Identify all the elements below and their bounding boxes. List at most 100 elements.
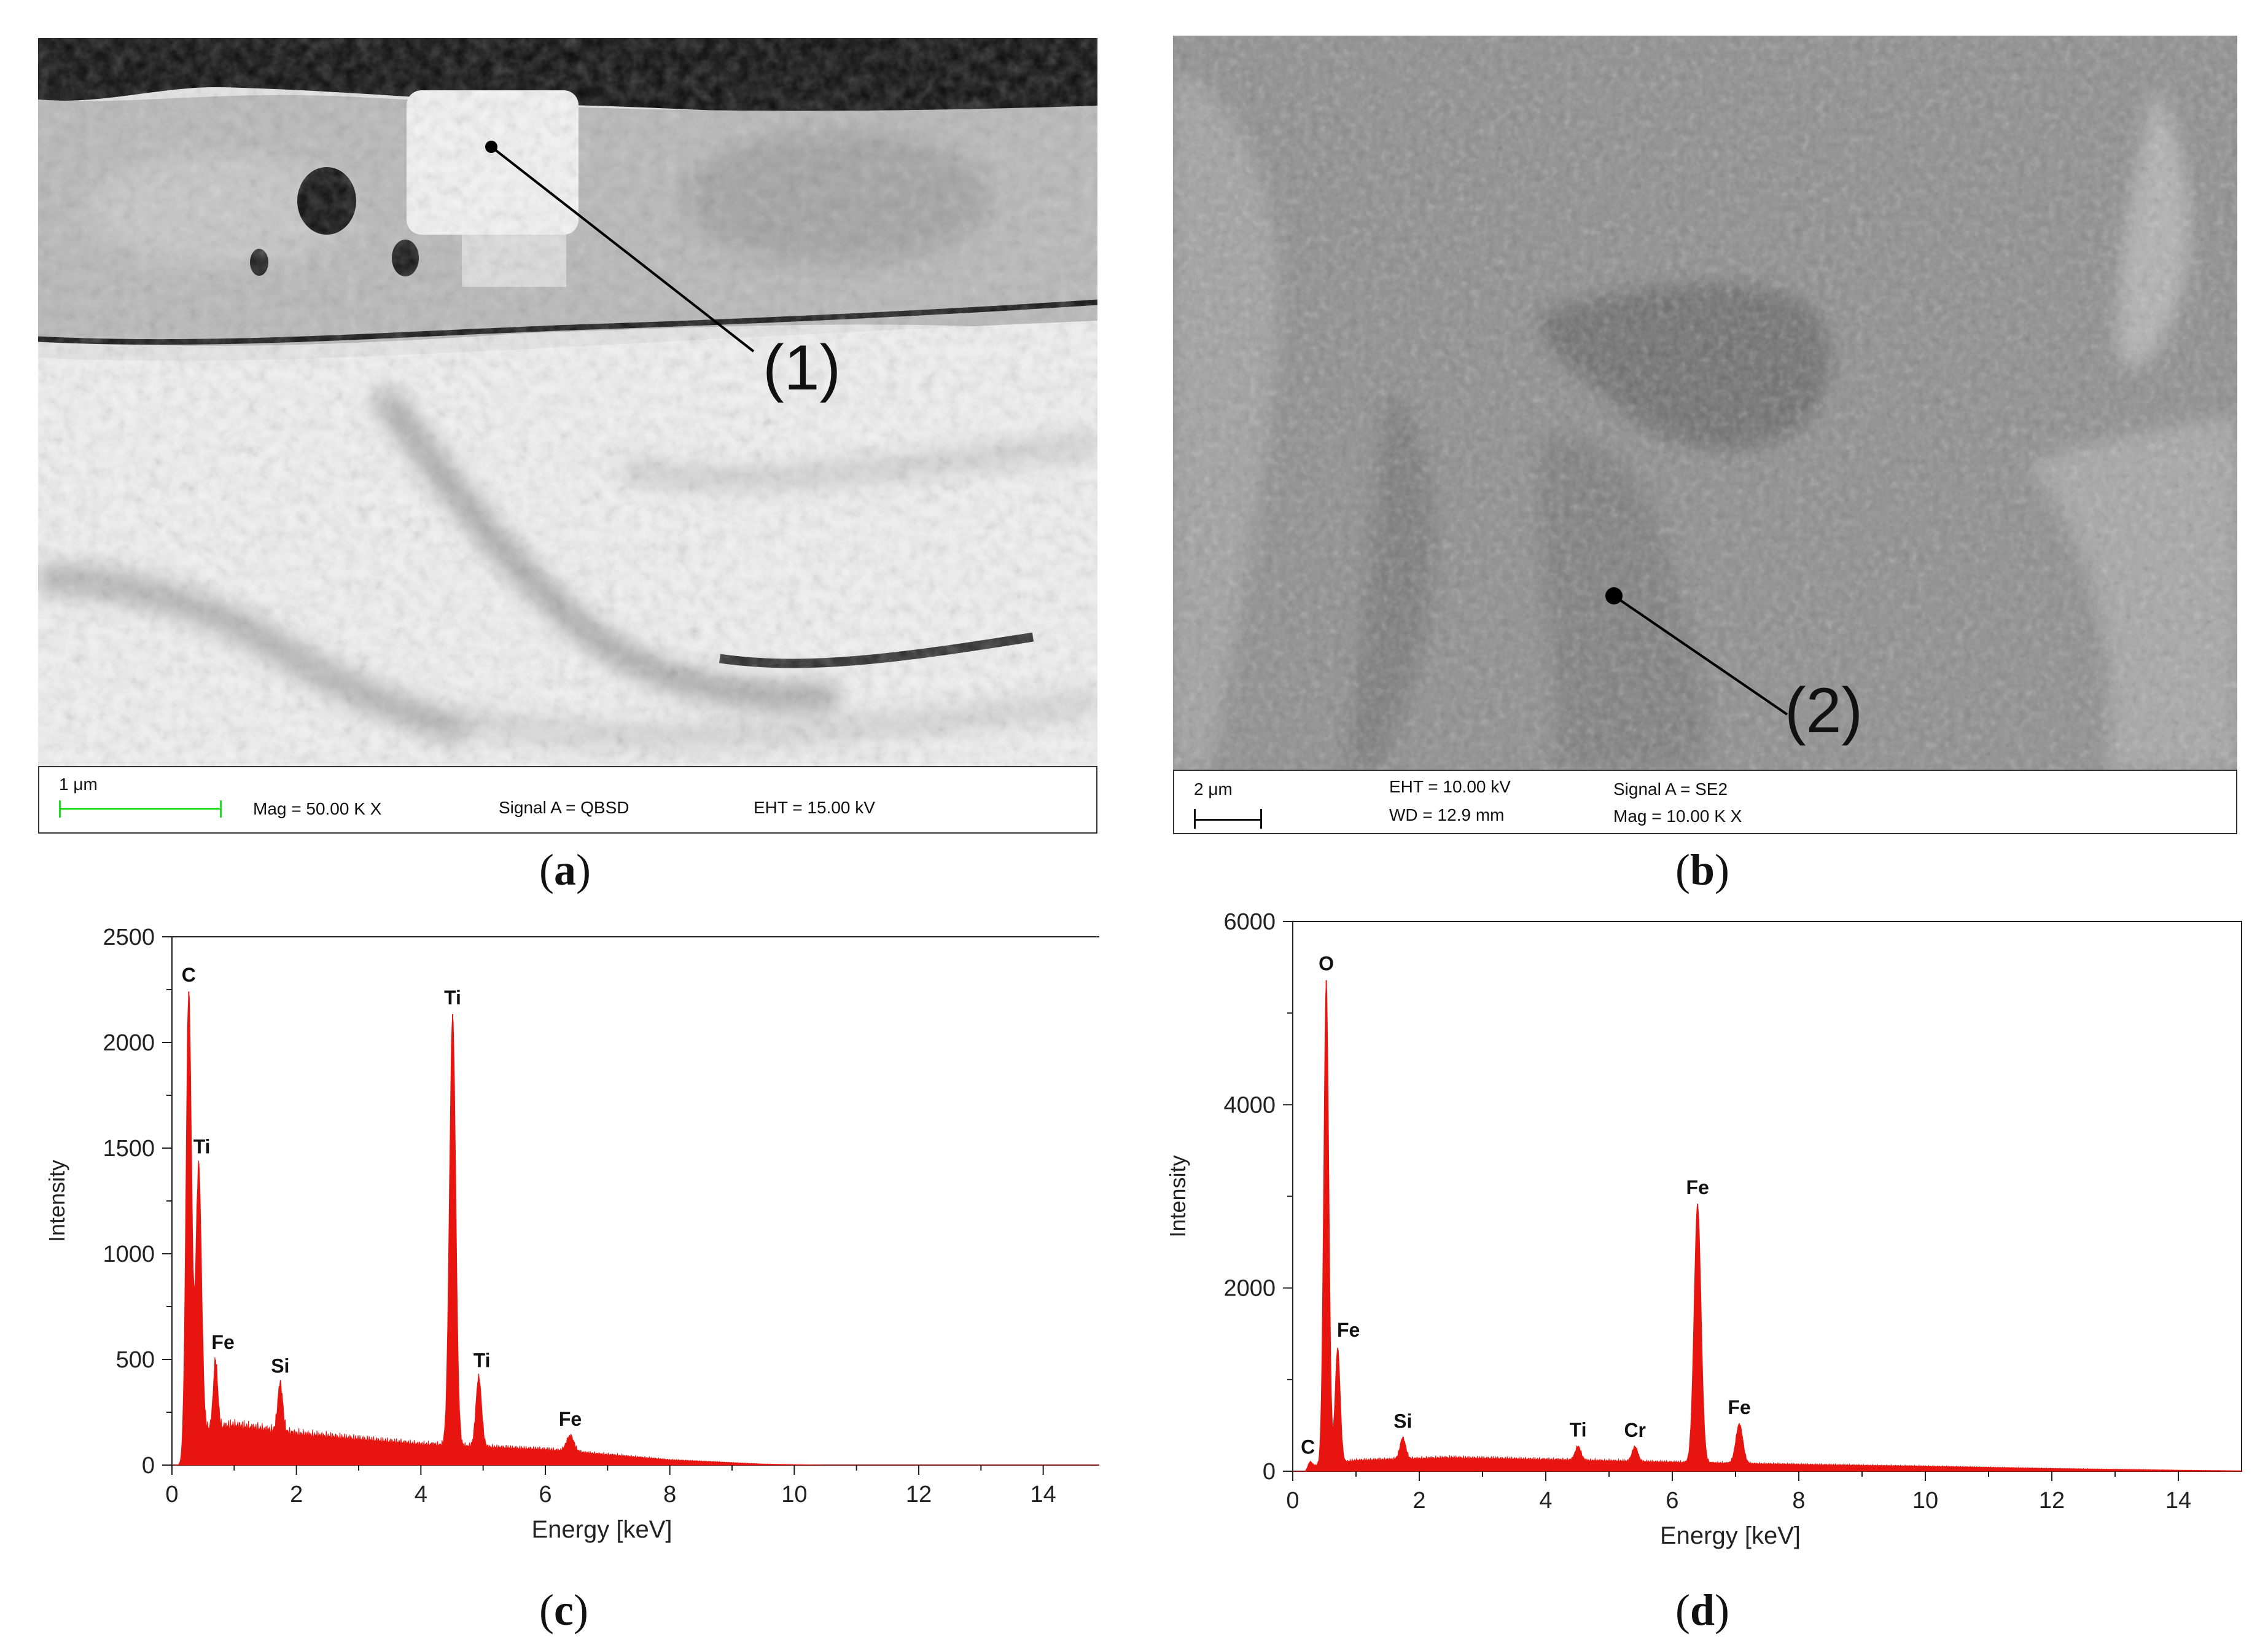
x-tick: 0: [165, 1465, 179, 1507]
spectrum-series: [172, 992, 1099, 1466]
x-tick-label: 14: [1031, 1482, 1056, 1507]
y-tick: 0: [1263, 1459, 1293, 1485]
peak-label: Cr: [1624, 1419, 1646, 1441]
subfigure-label-d: (d): [1675, 1585, 1730, 1635]
sem-image-a: [38, 38, 1097, 766]
peak-label: Fe: [1728, 1396, 1751, 1418]
peak-label: Si: [271, 1355, 289, 1377]
y-tick: 2000: [1223, 1276, 1293, 1302]
y-tick-label: 1500: [103, 1136, 155, 1162]
plot-frame: [1292, 921, 2242, 1472]
x-tick-label: 2: [290, 1482, 303, 1507]
callout-label-1: (1): [763, 332, 841, 404]
scale-bar-b-tick-right: [1260, 809, 1262, 829]
wd-b: WD = 12.9 mm: [1389, 805, 1505, 824]
callout-label-2: (2): [1785, 675, 1863, 746]
y-tick: 1500: [103, 1136, 172, 1162]
x-tick-label: 10: [1912, 1488, 1938, 1514]
spectrum-chart-d: 0 2 4 6 8 10 12 14 0 2000 4000 6000 Energy [keV] Inte…: [1165, 909, 2242, 1549]
x-tick: 2: [1413, 1471, 1426, 1514]
eht-b: EHT = 10.00 kV: [1389, 777, 1511, 796]
panel-b: (2) 2 μm EHT = 10.00 kV WD = 12.9 mm Sig…: [1173, 36, 2237, 834]
scale-bar-b: [1194, 819, 1261, 821]
x-tick: 14: [1031, 1465, 1056, 1507]
x-tick-label: 2: [1413, 1488, 1425, 1514]
y-tick: 2000: [103, 1030, 172, 1056]
x-tick-label: 0: [1286, 1488, 1299, 1514]
signal-b: Signal A = SE2: [1613, 780, 1728, 799]
x-tick-label: 12: [2039, 1488, 2065, 1514]
sem-image-b: [1173, 36, 2237, 770]
scale-text-b: 2 μm: [1194, 780, 1233, 799]
peak-label: Fe: [1337, 1319, 1360, 1341]
mag-b: Mag = 10.00 K X: [1613, 807, 1742, 826]
y-tick: 2500: [103, 925, 172, 950]
x-tick-label: 0: [165, 1482, 178, 1507]
subfigure-label-c: (c): [539, 1585, 588, 1635]
spectrum-series: [1293, 980, 2242, 1472]
x-tick: 4: [1539, 1471, 1553, 1514]
peak-label: Ti: [444, 987, 461, 1009]
x-tick-label: 6: [539, 1482, 551, 1507]
y-tick: 500: [116, 1347, 172, 1373]
peak-label: Ti: [473, 1349, 491, 1371]
x-tick: 8: [663, 1465, 676, 1507]
x-tick-label: 4: [1539, 1488, 1552, 1514]
x-tick-label: 8: [1792, 1488, 1805, 1514]
x-tick: 4: [415, 1465, 427, 1507]
y-tick: 6000: [1223, 909, 1293, 935]
scale-bar-a: [59, 808, 221, 810]
x-tick-label: 14: [2165, 1488, 2191, 1514]
y-tick: 1000: [103, 1241, 172, 1267]
x-axis-label: Energy [keV]: [531, 1516, 672, 1543]
peak-label: C: [1301, 1436, 1315, 1458]
x-tick: 2: [290, 1465, 303, 1507]
x-tick: 12: [2039, 1471, 2065, 1514]
peak-label: Fe: [559, 1408, 582, 1430]
y-tick-label: 0: [1263, 1459, 1276, 1485]
y-tick-label: 2000: [1223, 1276, 1276, 1302]
x-tick: 10: [1912, 1471, 1938, 1514]
subfigure-label-b: (b): [1675, 845, 1730, 894]
info-bar-b: 2 μm EHT = 10.00 kV WD = 12.9 mm Signal …: [1173, 770, 2237, 834]
panel-a: (1) 1 μm Mag = 50.00 K X Signal A = QBSD…: [38, 38, 1097, 834]
info-bar-a: 1 μm Mag = 50.00 K X Signal A = QBSD EHT…: [38, 766, 1097, 834]
spectrum-chart-c: 0 2 4 6 8 10 12 14 0 500 1000 1500 2000 2500 Energy [k…: [44, 925, 1099, 1543]
x-axis-label: Energy [keV]: [1660, 1522, 1801, 1549]
y-tick-label: 0: [142, 1453, 155, 1479]
y-tick: 0: [142, 1453, 172, 1479]
y-tick-label: 1000: [103, 1241, 155, 1267]
scale-bar-a-tick-left: [59, 800, 61, 818]
peak-label: Ti: [1570, 1418, 1587, 1441]
y-axis-label: Intensity: [44, 1160, 69, 1242]
peak-label: Si: [1393, 1410, 1412, 1433]
y-tick-label: 2500: [103, 925, 155, 950]
x-tick-label: 12: [906, 1482, 932, 1507]
y-tick: 4000: [1223, 1092, 1293, 1118]
x-tick: 6: [539, 1465, 552, 1507]
x-tick-label: 8: [663, 1482, 676, 1507]
y-tick-label: 4000: [1223, 1092, 1276, 1118]
x-tick: 0: [1286, 1471, 1300, 1514]
signal-a: Signal A = QBSD: [499, 798, 629, 817]
x-tick: 8: [1792, 1471, 1806, 1514]
x-tick: 6: [1666, 1471, 1679, 1514]
y-tick-label: 500: [116, 1347, 155, 1373]
x-tick: 10: [781, 1465, 807, 1507]
peak-label: C: [182, 964, 196, 986]
subfigure-label-a: (a): [539, 845, 591, 894]
mag-a: Mag = 50.00 K X: [253, 799, 382, 818]
scale-text-a: 1 μm: [59, 775, 98, 794]
x-tick-label: 4: [415, 1482, 427, 1507]
peak-label: Ti: [193, 1135, 211, 1157]
y-tick-label: 2000: [103, 1030, 155, 1056]
plot-frame: [171, 936, 1099, 1466]
eht-a: EHT = 15.00 kV: [754, 798, 875, 817]
peak-label: O: [1319, 953, 1334, 975]
y-tick-label: 6000: [1223, 909, 1276, 935]
peak-label: Fe: [1686, 1176, 1709, 1198]
x-tick: 14: [2165, 1471, 2191, 1514]
x-tick: 12: [906, 1465, 932, 1507]
peak-label: Fe: [211, 1331, 234, 1353]
x-tick-label: 10: [781, 1482, 807, 1507]
